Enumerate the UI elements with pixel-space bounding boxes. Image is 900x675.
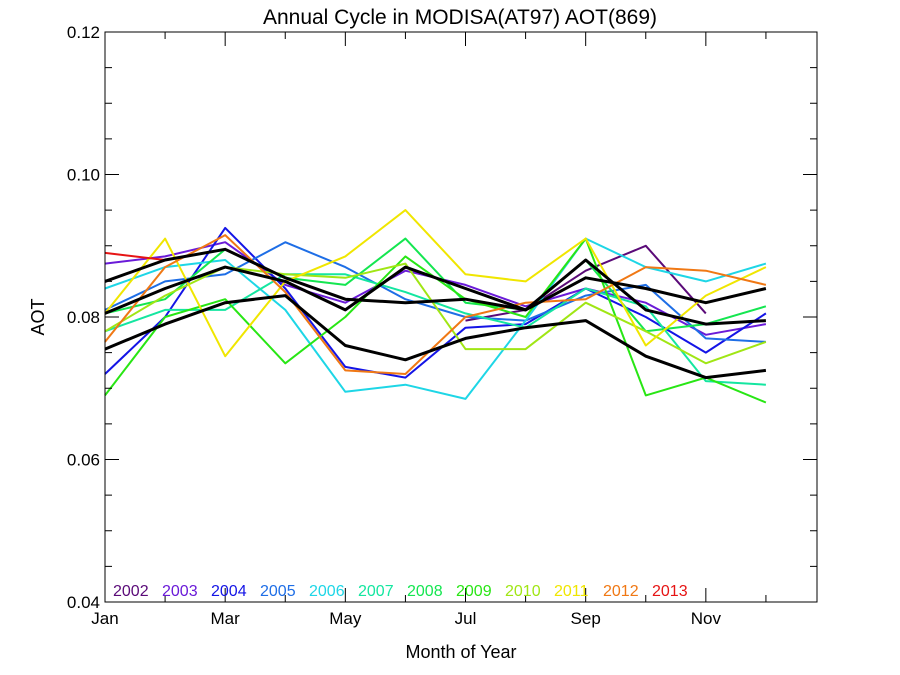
y-axis-label: AOT [28,298,48,335]
plot-frame [104,31,818,603]
series-line-summary-12 [104,247,767,312]
x-tick-label: Sep [571,609,601,628]
series-line-2007 [104,273,766,386]
legend-item-2006: 2006 [309,583,345,600]
y-tick-label: 0.10 [67,166,100,185]
x-tick-label: Nov [691,609,722,628]
series-line-2011 [104,209,767,358]
y-tick-label: 0.04 [67,593,100,612]
legend-item-2011: 2011 [554,583,589,600]
series-line-summary-14 [104,294,767,380]
plot-lines [104,209,767,404]
series-line-2012 [104,234,767,375]
legend-item-2008: 2008 [407,583,443,600]
axes-ticks: 0.04 0.06 0.08 0.10 0.12 Jan Mar May Jul Sep Nov [67,23,817,628]
x-tick-label: Mar [211,609,241,628]
x-tick-label: May [329,609,362,628]
legend-item-2003: 2003 [162,583,198,600]
x-axis-label: Month of Year [405,642,516,662]
series-line-2008 [104,237,767,333]
legend-item-2010: 2010 [505,583,541,600]
series-line-2004 [104,226,767,379]
legend-item-2009: 2009 [456,583,492,600]
y-tick-label: 0.08 [67,308,100,327]
legend: 2002 2003 2004 2005 2006 2007 2008 2009 2010 2011… [113,583,688,600]
legend-item-2002: 2002 [113,583,149,600]
legend-item-2005: 2005 [260,583,296,600]
series-line-summary-13 [104,258,766,326]
x-tick-label: Jul [455,609,477,628]
legend-item-2013: 2013 [652,583,688,600]
chart-title: Annual Cycle in MODISA(AT97) AOT(869) [263,6,657,29]
x-tick-label: Jan [91,609,118,628]
series-line-2013 [104,251,166,261]
series-line-2006 [104,237,767,400]
y-tick-label: 0.06 [67,451,100,470]
y-tick-label: 0.12 [67,23,100,42]
legend-item-2004: 2004 [211,583,247,600]
series-line-2005 [104,241,766,343]
series-line-2003 [104,241,767,336]
legend-item-2007: 2007 [358,583,394,600]
legend-item-2012: 2012 [603,583,639,600]
